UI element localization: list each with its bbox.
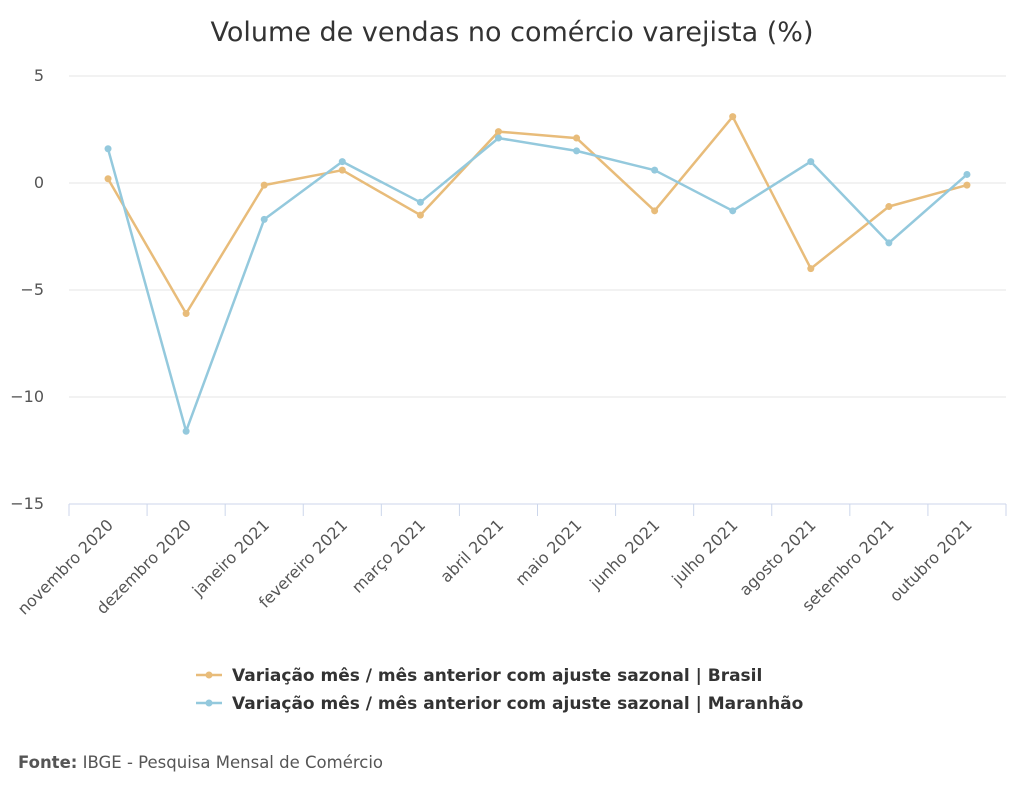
- series-group: [104, 113, 971, 435]
- data-point[interactable]: [963, 181, 971, 189]
- data-point[interactable]: [807, 265, 815, 273]
- data-point[interactable]: [260, 215, 268, 223]
- legend-label: Variação mês / mês anterior com ajuste s…: [232, 694, 803, 714]
- source-note: Fonte: IBGE - Pesquisa Mensal de Comérci…: [18, 753, 383, 772]
- data-point[interactable]: [104, 145, 112, 153]
- legend-label: Variação mês / mês anterior com ajuste s…: [232, 666, 762, 686]
- data-point[interactable]: [182, 310, 190, 318]
- data-point[interactable]: [885, 203, 893, 211]
- y-tick-label: −10: [10, 387, 44, 406]
- legend-item[interactable]: Variação mês / mês anterior com ajuste s…: [196, 694, 803, 714]
- data-point[interactable]: [182, 427, 190, 435]
- grid-lines: [69, 75, 1006, 398]
- x-tick-label: outubro 2021: [886, 515, 976, 605]
- series-1: [104, 113, 971, 318]
- data-point[interactable]: [651, 207, 659, 215]
- data-point[interactable]: [338, 158, 346, 166]
- legend-marker-symbol: [205, 699, 213, 707]
- series-2: [104, 134, 971, 435]
- x-tick-label: julho 2021: [667, 515, 741, 589]
- data-point[interactable]: [416, 211, 424, 219]
- x-tick-label: março 2021: [348, 515, 429, 596]
- data-point[interactable]: [963, 170, 971, 178]
- data-point[interactable]: [573, 147, 581, 155]
- y-tick-label: −5: [20, 280, 44, 299]
- x-tick-label: agosto 2021: [736, 515, 820, 599]
- source-text: IBGE - Pesquisa Mensal de Comércio: [77, 753, 383, 772]
- legend-marker-symbol: [205, 671, 213, 679]
- data-point[interactable]: [260, 181, 268, 189]
- data-point[interactable]: [338, 166, 346, 174]
- series-line: [106, 136, 969, 433]
- y-tick-label: −15: [10, 494, 44, 513]
- series-line: [106, 115, 969, 315]
- data-point[interactable]: [104, 175, 112, 183]
- x-tick-label: abril 2021: [436, 515, 507, 586]
- legend[interactable]: Variação mês / mês anterior com ajuste s…: [196, 666, 803, 714]
- data-point[interactable]: [494, 134, 502, 142]
- data-point[interactable]: [807, 158, 815, 166]
- y-tick-label: 5: [34, 66, 44, 85]
- y-tick-label: 0: [34, 173, 44, 192]
- data-point[interactable]: [729, 207, 737, 215]
- x-tick-label: janeiro 2021: [188, 515, 273, 600]
- legend-item[interactable]: Variação mês / mês anterior com ajuste s…: [196, 666, 762, 686]
- y-axis-ticks: 5 0 −5 −10 −15: [10, 66, 44, 513]
- data-point[interactable]: [494, 128, 502, 136]
- data-point[interactable]: [416, 198, 424, 206]
- data-point[interactable]: [885, 239, 893, 247]
- x-tick-label: junho 2021: [585, 515, 663, 593]
- source-prefix: Fonte:: [18, 753, 77, 772]
- data-point[interactable]: [729, 113, 737, 121]
- data-point[interactable]: [651, 166, 659, 174]
- data-point[interactable]: [573, 134, 581, 142]
- chart-title: Volume de vendas no comércio varejista (…: [211, 17, 814, 48]
- x-tick-label: maio 2021: [512, 515, 586, 589]
